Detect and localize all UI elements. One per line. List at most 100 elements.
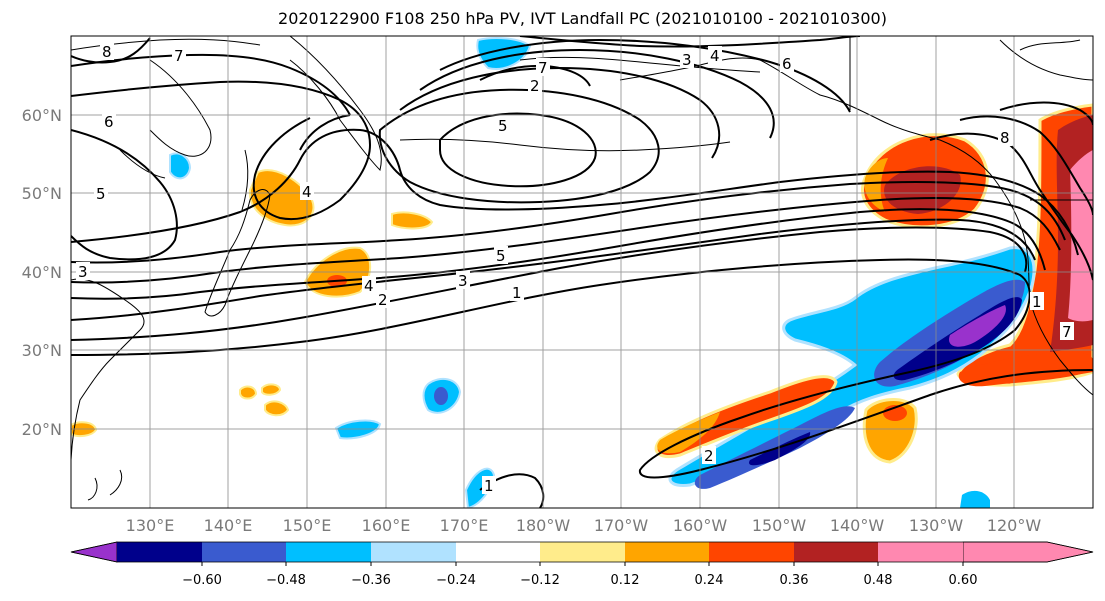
negative-anomaly-ar-south-core [749, 432, 811, 466]
longitude-label: 180°W [516, 516, 571, 535]
colorbar-segment [625, 542, 709, 562]
colorbar-tick-label: −0.12 [520, 573, 560, 588]
graticule [71, 36, 1093, 508]
pv-contour-11 [299, 114, 351, 151]
contour-label: 7 [174, 47, 184, 65]
contour-label-bg [172, 46, 186, 64]
contour-label: 3 [78, 263, 88, 281]
colorbar-tick-label: −0.60 [182, 573, 222, 588]
colorbar-segment [456, 542, 540, 562]
positive-anomaly-gulf-alaska-core [884, 166, 961, 214]
colorbar-ticks [201, 562, 964, 566]
pv-contour-12 [439, 112, 597, 188]
map-title: 2020122900 F108 250 hPa PV, IVT Landfall… [278, 9, 887, 28]
pv-contour-17 [519, 36, 861, 48]
contour-label: 2 [530, 77, 540, 95]
contour-label-bg [300, 182, 314, 200]
colorbar-tick-label: 0.24 [695, 573, 724, 588]
pv-contour-9 [71, 80, 372, 221]
contour-label-bg [510, 283, 524, 301]
contour-label: 1 [512, 284, 522, 302]
contour-label-bg [76, 262, 90, 280]
colorbar-segment [709, 542, 794, 562]
contour-label-bg [780, 54, 794, 72]
coast-north-america-west [1024, 239, 1093, 396]
longitude-label: 140°E [204, 516, 253, 535]
contour-label: 4 [364, 277, 374, 295]
coast-east-asia [71, 278, 145, 461]
contour-label-bg [536, 58, 550, 76]
contour-label-bg [496, 116, 510, 134]
coast-aleutians [399, 138, 731, 152]
negative-anomaly-ne-pacific [960, 490, 990, 508]
longitude-label: 150°W [752, 516, 807, 535]
colorbar: −0.60 −0.48 −0.36 −0.24 −0.12 0.12 0.24 … [70, 541, 1094, 588]
longitude-axis: 130°E 140°E 150°E 160°E 170°E 180°W 170°… [126, 516, 1042, 535]
latitude-label: 50°N [22, 184, 62, 203]
longitude-label: 120°W [987, 516, 1042, 535]
pv-contour-14 [399, 66, 721, 159]
longitude-label: 160°E [362, 516, 411, 535]
contour-label-bg [100, 42, 114, 60]
coast-japan [204, 189, 271, 317]
pv-contour-6 [71, 181, 1066, 264]
contour-label-bg [362, 276, 376, 294]
coast-islands-west [87, 469, 123, 501]
colorbar-segment [286, 542, 371, 562]
colorbar-segment [202, 542, 286, 562]
coast-siberia-north [71, 38, 261, 51]
contour-label: 6 [104, 113, 114, 131]
contour-label: 5 [496, 247, 506, 265]
pv-contour-7 [71, 128, 1079, 256]
contour-label-bg [702, 446, 716, 464]
coastline-layer [71, 36, 1093, 501]
longitude-label: 150°E [283, 516, 332, 535]
colorbar-tick-label: 0.48 [864, 573, 893, 588]
colorbar-tick-labels: −0.60 −0.48 −0.36 −0.24 −0.12 0.12 0.24 … [182, 573, 977, 588]
coast-bering [519, 56, 761, 73]
contour-label: 4 [302, 183, 312, 201]
pv-contour-19 [71, 37, 151, 64]
contour-label: 1 [1032, 293, 1042, 311]
contour-label-bg [494, 246, 508, 264]
pv-contour-22 [999, 101, 1093, 126]
pv-contour-10 [71, 53, 351, 116]
negative-anomaly-okhotsk [169, 152, 192, 180]
pv-contour-15 [419, 48, 775, 139]
colorbar-tick-label: 0.60 [949, 573, 978, 588]
contour-label: 3 [682, 51, 692, 69]
colorbar-tick-label: −0.36 [351, 573, 391, 588]
contour-label-bg [376, 290, 390, 308]
longitude-label: 170°E [440, 516, 489, 535]
colorbar-tick-label: −0.24 [436, 573, 476, 588]
contour-label: 4 [710, 47, 720, 65]
contour-label: 2 [378, 291, 388, 309]
contour-label: 3 [458, 272, 468, 290]
contour-label: 8 [102, 43, 112, 61]
negative-anomaly-central-core [434, 387, 448, 405]
pv-contour-2 [71, 226, 1028, 341]
contour-label-bg [708, 46, 722, 64]
map-frame [70, 35, 1094, 509]
longitude-label: 130°E [126, 516, 175, 535]
pv-contour-1 [71, 258, 1093, 479]
coast-sakhalin [241, 149, 249, 211]
contour-label: 5 [96, 185, 106, 203]
contour-label: 2 [704, 447, 714, 465]
pv-contour-20 [929, 132, 1093, 281]
contour-label: 6 [782, 55, 792, 73]
coast-okhotsk [119, 59, 212, 179]
colorbar-segment [794, 542, 878, 562]
coast-kamchatka [289, 36, 382, 171]
latitude-axis: 60°N 50°N 40°N 30°N 20°N [22, 106, 62, 439]
latitude-label: 30°N [22, 341, 62, 360]
negative-anomaly-ar-south [694, 406, 855, 489]
pv-contour-13 [378, 88, 660, 204]
colorbar-tick-label: −0.48 [266, 573, 306, 588]
pv-contour-4 [71, 208, 1046, 300]
longitude-label: 140°W [830, 516, 885, 535]
contour-label-bg [482, 476, 496, 494]
contour-label-bg [998, 128, 1012, 146]
pv-contour-21 [959, 115, 1093, 216]
